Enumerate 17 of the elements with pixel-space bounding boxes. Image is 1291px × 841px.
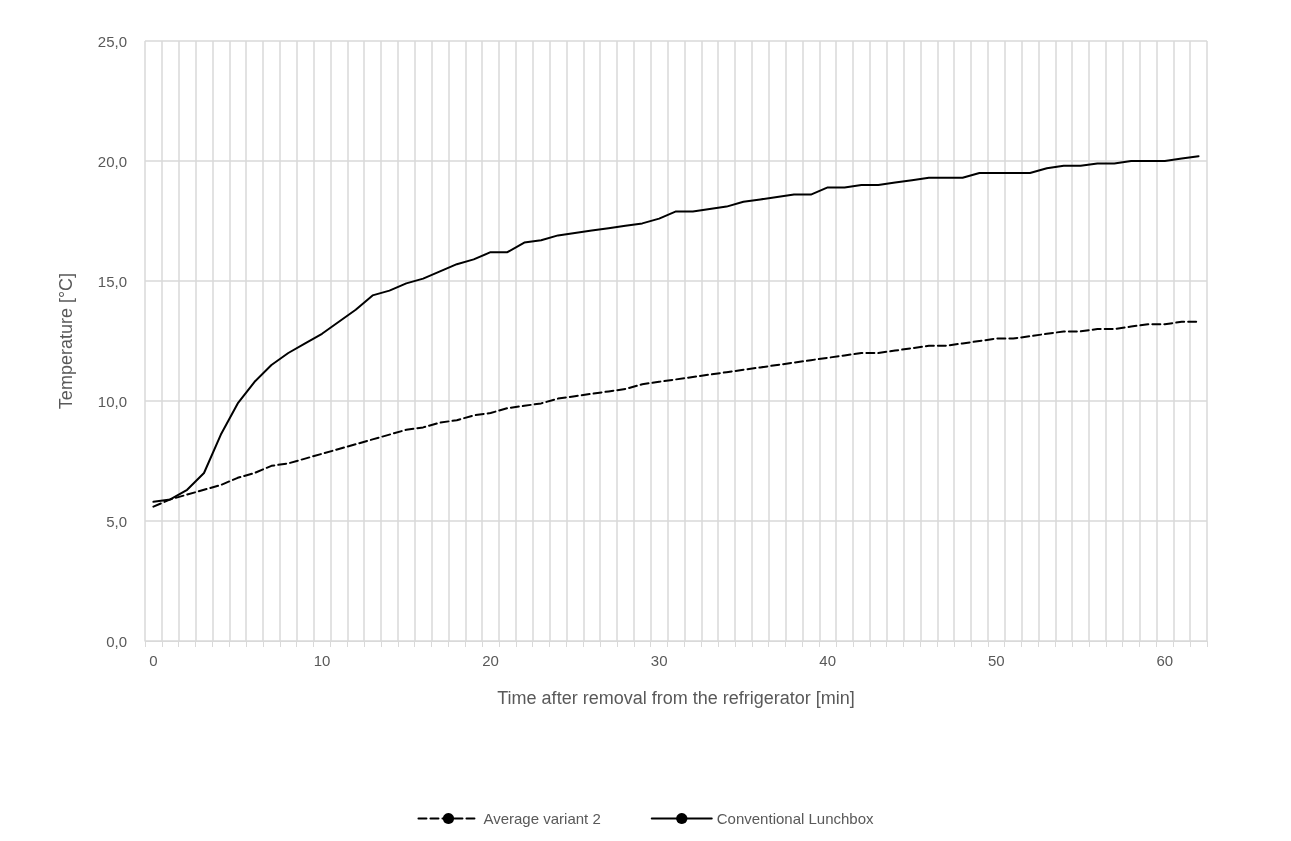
x-tick-label: 20 xyxy=(482,652,499,669)
legend-label: Average variant 2 xyxy=(483,810,601,827)
x-tick-label: 30 xyxy=(650,652,668,669)
x-tick-label: 0 xyxy=(149,652,158,669)
legend-label: Conventional Lunchbox xyxy=(716,810,875,827)
y-tick-label: 25,0 xyxy=(97,32,127,50)
x-axis-title: Time after removal from the refrigerator [min] xyxy=(497,688,855,708)
x-tick-label: 40 xyxy=(819,652,837,669)
y-tick-label: 0,0 xyxy=(106,632,127,650)
x-tick-label: 50 xyxy=(987,652,1005,669)
y-tick-label: 5,0 xyxy=(106,512,127,530)
x-tick-label: 10 xyxy=(313,652,331,669)
y-tick-label: 20,0 xyxy=(97,152,127,170)
y-tick-label: 10,0 xyxy=(97,392,127,410)
y-tick-label: 15,0 xyxy=(97,272,127,290)
x-tick-label: 60 xyxy=(1156,652,1174,669)
y-axis-title: Temperature [°C] xyxy=(56,272,76,410)
